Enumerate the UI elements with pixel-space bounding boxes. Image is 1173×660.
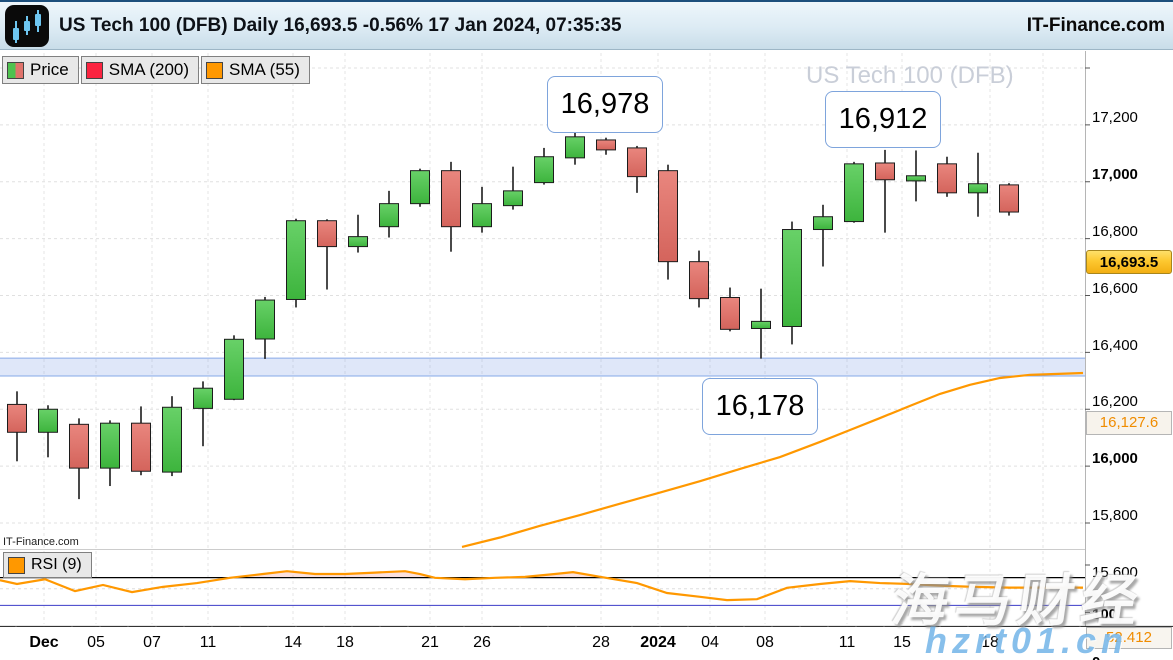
legend-rsi[interactable]: RSI (9) xyxy=(3,552,92,578)
brand-link[interactable]: IT-Finance.com xyxy=(1026,14,1165,36)
sma55-line xyxy=(461,371,1084,548)
candle-06-Dec xyxy=(131,422,151,472)
candle-29-Dec xyxy=(627,147,647,178)
candle-30-Nov xyxy=(7,403,27,433)
candle-16-Jan xyxy=(968,183,988,194)
candle-20-Dec xyxy=(441,170,461,228)
price-axis-label: 16,000 xyxy=(1092,450,1138,468)
price-axis-label: 16,200 xyxy=(1092,393,1138,411)
candle-10-Jan xyxy=(844,163,864,223)
candle-12-Jan xyxy=(906,175,926,182)
candle-15-Dec xyxy=(348,236,368,248)
time-axis-label: 21 xyxy=(421,634,439,651)
price-axis-label: 16,800 xyxy=(1092,222,1138,240)
legend-rsi-row: RSI (9) xyxy=(3,552,92,579)
time-axis-label: 18 xyxy=(981,634,999,651)
candle-08-Jan xyxy=(782,229,802,327)
time-axis-label: 05 xyxy=(87,634,105,651)
sma200-swatch-icon xyxy=(85,61,103,79)
price-axis-label: 15,600 xyxy=(1092,564,1138,581)
candle-09-Jan xyxy=(813,216,833,231)
legend-sma55-label: SMA (55) xyxy=(229,60,300,79)
time-axis-label: 11 xyxy=(199,634,217,651)
time-axis-label: 28 xyxy=(592,634,610,651)
candle-22-Dec xyxy=(503,190,523,207)
candle-18-Dec xyxy=(379,203,399,228)
candle-01-Dec xyxy=(38,408,58,433)
rsi-axis-label: 100 xyxy=(1092,606,1118,623)
rsi-value-tag: 52.412 xyxy=(1086,626,1172,649)
price-and-rsi-plot xyxy=(0,51,1173,627)
candle-08-Dec xyxy=(193,387,213,409)
price-annotation-high-dec[interactable]: 16,978 xyxy=(547,75,663,133)
header-bar: US Tech 100 (DFB) Daily 16,693.5 -0.56% … xyxy=(0,0,1173,50)
candle-13-Dec xyxy=(286,220,306,300)
candle-12-Dec xyxy=(255,299,275,340)
time-axis-label: 08 xyxy=(756,634,774,651)
candlestick-icon xyxy=(13,9,41,43)
price-axis-label: 17,000 xyxy=(1092,165,1138,183)
candle-28-Dec xyxy=(596,139,616,151)
legend-price[interactable]: Price xyxy=(2,56,79,84)
legend-price-label: Price xyxy=(30,60,69,79)
candle-05-Jan xyxy=(751,320,771,329)
time-axis-label: 14 xyxy=(284,634,302,651)
candle-21-Dec xyxy=(472,203,492,228)
price-axis-label: 17,200 xyxy=(1092,109,1138,126)
support-zone-band xyxy=(0,358,1085,376)
time-axis-label: 26 xyxy=(473,634,491,651)
candle-17-Jan xyxy=(999,184,1019,213)
candle-07-Dec xyxy=(162,406,182,473)
candle-14-Dec xyxy=(317,220,337,248)
candle-19-Dec xyxy=(410,170,430,205)
time-axis-label: 15 xyxy=(893,634,911,651)
candle-05-Dec xyxy=(100,422,120,469)
provider-credit: IT-Finance.com xyxy=(3,536,79,548)
candle-02-Jan xyxy=(658,170,678,263)
candle-03-Jan xyxy=(689,261,709,300)
legend-sma55[interactable]: SMA (55) xyxy=(201,56,310,84)
legend-row: Price SMA (200) SMA (55) xyxy=(2,56,310,84)
price-axis-label: 15,800 xyxy=(1092,507,1138,525)
chart-title: US Tech 100 (DFB) Daily 16,693.5 -0.56% … xyxy=(59,14,622,36)
sma55-value-tag: 16,127.6 xyxy=(1086,410,1172,435)
time-axis-label: Dec xyxy=(29,634,59,651)
rsi-line xyxy=(0,570,1084,602)
price-axis-label: 16,400 xyxy=(1092,336,1138,354)
legend-sma200-label: SMA (200) xyxy=(108,60,190,79)
legend-sma200[interactable]: SMA (200) xyxy=(80,56,200,84)
time-axis-label: 2024 xyxy=(640,634,676,651)
app-logo-candlestick-icon[interactable] xyxy=(5,4,49,47)
candle-04-Jan xyxy=(720,296,740,330)
price-annotation-high-jan[interactable]: 16,912 xyxy=(825,90,941,148)
time-axis-label: 11 xyxy=(838,634,856,651)
legend-rsi-label: RSI (9) xyxy=(31,556,82,573)
candle-04-Dec xyxy=(69,423,89,469)
price-annotation-low-jan[interactable]: 16,178 xyxy=(702,377,818,435)
candle-11-Dec xyxy=(224,338,244,400)
sma55-swatch-icon xyxy=(206,61,224,79)
rsi-swatch-icon xyxy=(8,556,25,574)
candle-11-Jan xyxy=(875,162,895,181)
time-axis-label: 07 xyxy=(143,634,161,651)
candle-26-Dec xyxy=(534,156,554,184)
candle-15-Jan xyxy=(937,163,957,194)
last-price-tag: 16,693.5 xyxy=(1086,250,1172,275)
price-axis-label: 16,600 xyxy=(1092,279,1138,297)
candle-27-Dec xyxy=(565,136,585,159)
price-swatch-icon xyxy=(7,61,24,79)
time-axis-label: 18 xyxy=(336,634,354,651)
time-axis-label: 04 xyxy=(701,634,719,651)
rsi-axis-label: 0 xyxy=(1092,654,1100,660)
